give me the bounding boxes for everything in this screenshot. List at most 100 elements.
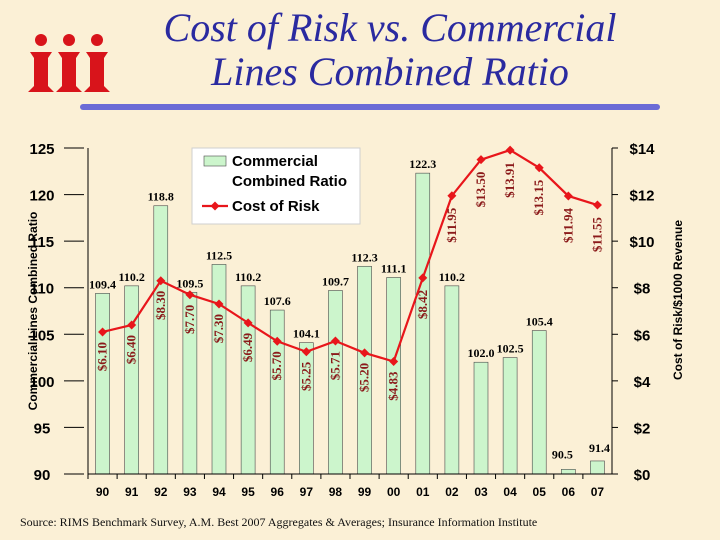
left-tick-label: 90 [34, 467, 51, 484]
x-tick-label: 95 [241, 485, 255, 499]
legend-bar-label-line2: Combined Ratio [232, 173, 347, 190]
right-tick-label: $6 [634, 327, 651, 344]
bar-95 [240, 285, 256, 475]
left-tick-label: 105 [29, 327, 54, 344]
legend: Commercial Combined Ratio Cost of Risk [191, 147, 361, 225]
right-tick-label: $14 [629, 141, 655, 158]
cost-of-risk-label: $13.91 [502, 162, 517, 198]
cost-of-risk-label: $5.71 [327, 351, 342, 380]
left-tick-label: 95 [34, 420, 51, 437]
cost-of-risk-label: $13.50 [473, 172, 488, 208]
bar-91 [124, 285, 139, 475]
right-tick-label: $12 [629, 188, 654, 205]
cost-of-risk-line-layer [98, 145, 602, 367]
cost-of-risk-point-05 [534, 163, 544, 173]
x-tick-label: 05 [533, 485, 547, 499]
right-tick-label: $0 [634, 467, 651, 484]
bar-02 [444, 285, 460, 475]
x-tick-label: 02 [445, 485, 459, 499]
bar-value-label: 110.2 [235, 270, 261, 284]
bar-value-label: 110.2 [439, 270, 465, 284]
cost-of-risk-point-96 [272, 336, 282, 346]
bar-value-label: 111.1 [381, 261, 407, 275]
x-tick-label: 99 [358, 485, 372, 499]
bar-98 [328, 290, 343, 475]
x-tick-label: 92 [154, 485, 168, 499]
bar-value-label: 102.5 [497, 342, 524, 356]
x-tick-label: 96 [271, 485, 285, 499]
bar-90 [95, 293, 110, 475]
right-axis-title: Cost of Risk/$1000 Revenue [671, 220, 685, 380]
title-line-1: Cost of Risk vs. Commercial [163, 5, 617, 50]
cost-of-risk-line [102, 148, 598, 363]
cost-of-risk-point-99 [360, 348, 370, 358]
x-tick-label: 91 [125, 485, 139, 499]
bar-value-label: 110.2 [118, 270, 144, 284]
bar-07 [590, 460, 605, 475]
left-tick-label: 120 [29, 188, 54, 205]
legend-line-marker [210, 201, 220, 211]
right-tick-label: $8 [634, 281, 651, 298]
bar-value-label: 104.1 [293, 327, 320, 341]
x-tick-label: 97 [300, 485, 314, 499]
bar-value-label: 112.3 [351, 250, 377, 264]
bars-layer [95, 172, 605, 475]
x-tick-label: 07 [591, 485, 605, 499]
cost-of-risk-label: $11.95 [444, 207, 459, 243]
bar-01 [415, 172, 431, 475]
cost-of-risk-point-90 [98, 327, 108, 337]
bar-value-label: 112.5 [206, 248, 232, 262]
bar-value-label: 109.5 [176, 276, 203, 290]
cost-of-risk-point-91 [127, 320, 137, 330]
title-divider [80, 104, 660, 110]
left-tick-label: 115 [30, 234, 54, 251]
left-axis-title: Commercial Lines Combined Ratio [26, 212, 40, 411]
bar-value-label: 122.3 [409, 157, 436, 171]
bar-value-label: 105.4 [526, 315, 553, 329]
cost-of-risk-point-02 [447, 191, 457, 201]
bar-value-label: 102.0 [468, 346, 495, 360]
cost-of-risk-label: $7.70 [182, 305, 197, 334]
x-tick-label: 00 [387, 485, 401, 499]
cost-of-risk-label: $11.94 [560, 207, 575, 243]
data-labels-layer: 109.4110.2118.8109.5112.5110.2107.6104.1… [89, 157, 610, 461]
x-tick-label: 98 [329, 485, 343, 499]
cost-of-risk-point-07 [592, 200, 602, 210]
x-tick-label: 93 [183, 485, 197, 499]
bar-04 [502, 357, 518, 475]
x-tick-label: 03 [474, 485, 488, 499]
cost-of-risk-label: $8.42 [415, 290, 430, 319]
cost-of-risk-label: $7.30 [211, 314, 226, 343]
legend-bar-label-line1: Commercial [232, 153, 318, 170]
iii-logo-icon [28, 34, 110, 92]
bar-value-label: 90.5 [552, 447, 573, 461]
right-tick-label: $10 [629, 234, 654, 251]
bar-value-label: 91.4 [589, 441, 610, 455]
cost-of-risk-label: $5.20 [357, 363, 372, 392]
source-note: Source: RIMS Benchmark Survey, A.M. Best… [20, 515, 538, 529]
x-tick-label: 01 [416, 485, 430, 499]
x-tick-label: 06 [562, 485, 576, 499]
legend-bar-swatch [203, 155, 227, 167]
bar-05 [531, 330, 547, 475]
cost-of-risk-point-06 [563, 191, 573, 201]
cost-of-risk-point-03 [476, 155, 486, 165]
title-line-2: Lines Combined Ratio [211, 49, 569, 94]
bar-value-label: 109.4 [89, 277, 116, 291]
cost-of-risk-label: $8.30 [153, 291, 168, 320]
bar-value-label: 107.6 [264, 294, 291, 308]
right-tick-label: $2 [634, 420, 651, 437]
bar-03 [473, 361, 489, 475]
cost-of-risk-point-93 [185, 290, 195, 300]
bar-06 [561, 469, 576, 475]
cost-of-risk-label: $13.15 [531, 179, 546, 215]
left-tick-label: 110 [30, 281, 54, 298]
cost-of-risk-label: $5.70 [269, 351, 284, 380]
axes-layer: 90 95 100 105 110 115 120 125 $0 $2 $4 $6 $8 $10 $12 $1… [26, 141, 685, 499]
cost-of-risk-point-04 [505, 145, 515, 155]
cost-of-risk-point-01 [418, 273, 428, 283]
cost-of-risk-label: $6.49 [240, 332, 255, 362]
cost-of-risk-point-92 [156, 276, 166, 286]
x-tick-label: 04 [503, 485, 517, 499]
